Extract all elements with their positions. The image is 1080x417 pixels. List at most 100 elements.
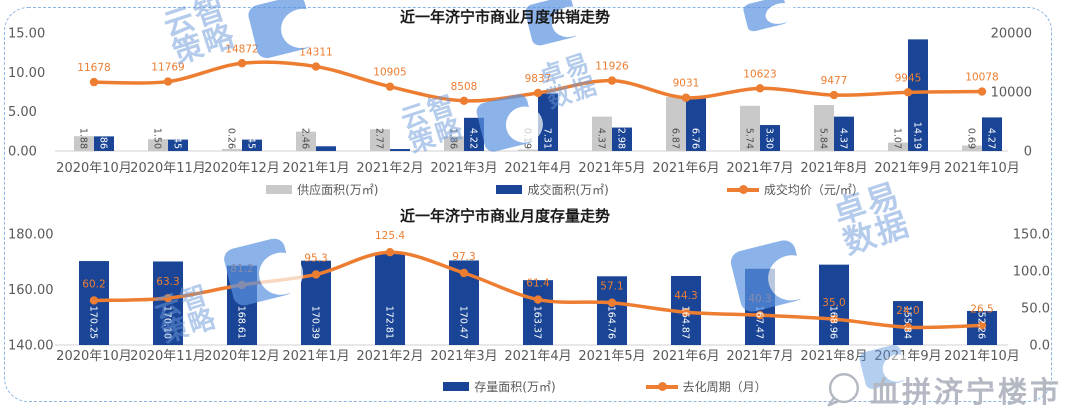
left-axis-tick: 0.00	[8, 145, 37, 160]
right-axis-tick: 50.0	[1021, 302, 1050, 317]
bar	[222, 148, 242, 151]
line-point	[533, 88, 543, 98]
line-value-label: 35.0	[822, 297, 845, 309]
bar-value-label: 164.87	[680, 306, 691, 339]
bar-value-label: 170.10	[162, 306, 173, 339]
bar-value-label: 152.26	[976, 306, 987, 339]
category-label: 2021年4月	[504, 161, 571, 176]
bar	[518, 149, 538, 151]
line-value-label: 11769	[151, 62, 184, 74]
bar-value-label: 1.88	[78, 128, 89, 149]
left-axis-tick: 160.00	[8, 283, 54, 298]
category-label: 2021年9月	[874, 161, 941, 176]
legend-label: 存量面积(万㎡)	[474, 380, 556, 394]
line-point	[89, 296, 99, 305]
legend-item: 成交均价（元/㎡）	[726, 181, 864, 198]
bar-value-label: 1.45	[172, 128, 183, 149]
line-value-label: 11678	[77, 62, 110, 74]
brand-logo: 血拼济宁楼市	[822, 369, 1062, 411]
bar-value-label: 155.84	[902, 306, 913, 339]
line-value-label: 61.4	[526, 278, 550, 290]
bar-value-label: 4.27	[986, 128, 997, 149]
bar-value-label: 170.39	[310, 306, 321, 339]
legend-line-dot	[738, 184, 748, 194]
line-value-label: 9477	[821, 75, 848, 87]
bar	[168, 139, 188, 151]
bar	[296, 131, 316, 151]
right-axis-tick: 100.0	[1013, 265, 1050, 280]
line-point	[459, 268, 469, 278]
line-point	[903, 323, 913, 332]
bar	[814, 105, 834, 151]
bar-value-label: 168.61	[236, 306, 247, 339]
bar	[523, 280, 553, 345]
legend-label: 成交面积(万㎡)	[527, 183, 609, 197]
bar	[74, 136, 94, 151]
line-point	[977, 321, 987, 330]
legend-item: 去化周期（月）	[645, 378, 767, 395]
legend-swatch-line	[726, 184, 759, 194]
line-value-label: 97.3	[452, 251, 475, 263]
category-label: 2021年7月	[726, 161, 793, 176]
line-value-label: 63.3	[156, 276, 179, 288]
line-point	[163, 293, 173, 303]
line-value-label: 60.2	[82, 278, 105, 290]
bar	[242, 139, 262, 151]
bar-value-label: 2.77	[374, 128, 385, 149]
line-point	[755, 310, 765, 320]
bar-value-label: 170.25	[88, 306, 99, 339]
bar-value-label: 170.47	[458, 306, 469, 339]
line-point	[385, 248, 395, 257]
bar	[819, 264, 849, 345]
legend-swatch-bar	[443, 382, 470, 391]
line-point	[681, 308, 691, 317]
category-label: 2021年2月	[356, 161, 423, 176]
right-axis-tick: 0.0	[1029, 339, 1050, 354]
bar	[686, 97, 706, 151]
bar-value-label: 4.22	[468, 128, 479, 149]
bar-value-label: 2.98	[616, 128, 627, 149]
bar-value-label: 14.19	[912, 122, 923, 149]
left-axis-tick: 10.00	[8, 66, 45, 81]
supply-sales-chart	[55, 39, 1008, 152]
line-value-label: 14311	[299, 47, 332, 59]
category-label: 2020年12月	[204, 161, 280, 176]
line-point	[237, 59, 247, 68]
category-label: 2021年10月	[944, 349, 1020, 364]
category-label: 2021年8月	[800, 349, 867, 364]
legend-item: 供应面积(万㎡)	[266, 181, 378, 198]
bar-value-label: 2.46	[300, 128, 311, 149]
category-label: 2021年4月	[504, 349, 571, 364]
bar-value-label: 4.37	[838, 128, 849, 149]
line-value-label: 26.5	[970, 303, 993, 315]
bar	[153, 261, 183, 345]
line-point	[89, 77, 99, 87]
line-value-label: 44.3	[674, 290, 697, 302]
bar-value-label: 1.45	[246, 128, 257, 149]
line-point	[607, 76, 617, 85]
category-label: 2020年12月	[204, 349, 280, 364]
category-label: 2021年1月	[282, 161, 349, 176]
bar	[893, 301, 923, 345]
category-label: 2021年6月	[652, 161, 719, 176]
bar	[94, 136, 114, 151]
bar-value-label: 5.74	[744, 128, 755, 149]
bar	[834, 116, 854, 151]
legend-label: 去化周期（月）	[682, 380, 767, 394]
bar	[888, 142, 908, 151]
bar-value-label: 6.87	[670, 128, 681, 149]
bar-value-label: 5.84	[818, 128, 829, 149]
bar	[444, 136, 464, 151]
bar-value-label: 4.37	[596, 128, 607, 149]
category-label: 2021年10月	[944, 161, 1020, 176]
chart1-legend: 供应面积(万㎡) 成交面积(万㎡) 成交均价（元/㎡）	[60, 181, 1070, 198]
legend-swatch-bar	[266, 185, 293, 194]
left-axis-tick: 180.00	[8, 228, 54, 243]
line-value-label: 10623	[743, 68, 776, 80]
bar-value-label: 172.81	[384, 306, 395, 339]
line-point	[459, 96, 469, 106]
bar-value-label: 3.30	[764, 128, 775, 149]
category-label: 2021年5月	[578, 161, 645, 176]
category-label: 2021年3月	[430, 349, 497, 364]
